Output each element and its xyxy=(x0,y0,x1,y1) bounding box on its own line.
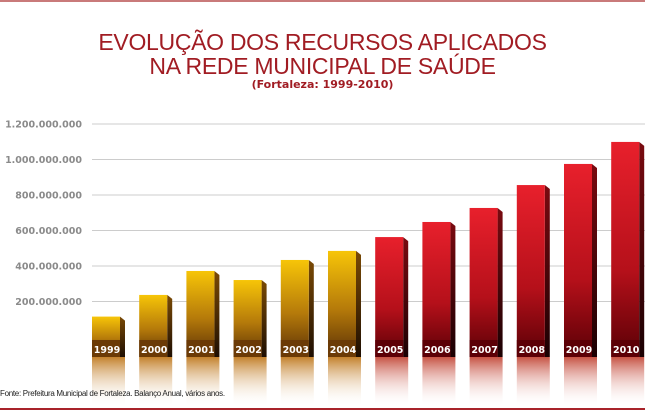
bar-front xyxy=(611,141,640,357)
bar-2008: 2008 xyxy=(516,185,550,407)
bar-label-band xyxy=(516,340,545,357)
bar-side xyxy=(356,250,361,357)
bar-front xyxy=(469,207,498,357)
bar-side xyxy=(167,294,173,357)
bar-2009: 2009 xyxy=(564,163,597,407)
x-tick-label: 2004 xyxy=(330,345,357,356)
y-tick-label: 400.000.000 xyxy=(15,262,82,273)
y-tick-label: 200.000.000 xyxy=(15,297,82,308)
bar-label-band xyxy=(469,340,498,357)
bar-side xyxy=(308,259,314,357)
y-tick-label: 600.000.000 xyxy=(15,226,82,237)
bar-reflection xyxy=(92,357,125,407)
bar-side xyxy=(261,280,267,357)
bar-side xyxy=(120,316,125,357)
x-tick-label: 2002 xyxy=(235,345,261,356)
bar-2002: 2002 xyxy=(233,280,267,407)
bar-label-band xyxy=(328,340,356,357)
bar-reflection xyxy=(611,357,645,407)
x-tick-label: 2001 xyxy=(188,345,214,356)
y-tick-label: 1.200.000.000 xyxy=(5,120,82,131)
bar-front xyxy=(516,185,545,357)
bar-label-band xyxy=(611,340,640,357)
bar-label-band xyxy=(186,340,215,357)
y-tick-label: 1.000.000.000 xyxy=(5,155,82,166)
bar-2001: 2001 xyxy=(186,270,220,407)
bar-side xyxy=(497,207,503,357)
x-tick-label: 2008 xyxy=(519,345,546,356)
bar-front xyxy=(564,163,592,357)
bar-2000: 2000 xyxy=(139,294,173,407)
x-tick-label: 2003 xyxy=(283,345,309,356)
y-tick-label: 800.000.000 xyxy=(15,191,82,202)
bar-label-band xyxy=(422,340,451,357)
chart-title-line-2: NA REDE MUNICIPAL DE SAÚDE xyxy=(149,53,496,79)
bar-reflection xyxy=(233,357,267,407)
bar-reflection xyxy=(280,357,314,407)
bar-2006: 2006 xyxy=(422,221,456,407)
bar-front xyxy=(328,250,356,357)
x-tick-label: 1999 xyxy=(94,345,120,356)
bar-2005: 2005 xyxy=(375,237,409,407)
bar-label-band xyxy=(375,340,404,357)
bar-reflection xyxy=(186,357,220,407)
bar-reflection xyxy=(422,357,456,407)
bar-reflection xyxy=(516,357,550,407)
bar-side xyxy=(403,237,409,357)
bar-reflection xyxy=(564,357,597,407)
bar-reflection xyxy=(469,357,503,407)
bar-front xyxy=(375,237,404,357)
x-tick-label: 2000 xyxy=(141,345,168,356)
bottom-border xyxy=(0,408,645,410)
bar-label-band xyxy=(280,340,309,357)
chart-subtitle: (Fortaleza: 1999-2010) xyxy=(251,78,394,91)
x-tick-label: 2007 xyxy=(471,345,497,356)
bar-label-band xyxy=(564,340,592,357)
bar-side xyxy=(592,163,597,357)
chart-title: EVOLUÇÃO DOS RECURSOS APLICADOS xyxy=(98,29,547,55)
bar-reflection xyxy=(139,357,173,407)
bar-2007: 2007 xyxy=(469,207,503,407)
x-tick-label: 2009 xyxy=(566,345,592,356)
bar-reflection xyxy=(375,357,409,407)
bar-2003: 2003 xyxy=(280,259,314,407)
bar-2004: 2004 xyxy=(328,250,361,407)
x-tick-label: 2010 xyxy=(613,345,640,356)
bar-label-band xyxy=(139,340,168,357)
bar-2010: 2010 xyxy=(611,141,645,407)
source-note: Fonte: Prefeitura Municipal de Fortaleza… xyxy=(0,389,225,398)
bar-reflection xyxy=(328,357,361,407)
bar-front xyxy=(422,221,451,357)
bar-label-band xyxy=(92,340,120,357)
bar-label-band xyxy=(233,340,262,357)
x-tick-label: 2006 xyxy=(424,345,451,356)
bar-1999: 1999 xyxy=(92,316,125,407)
x-tick-label: 2005 xyxy=(377,345,403,356)
bar-side xyxy=(450,221,456,357)
bar-side xyxy=(544,185,550,357)
bar-side xyxy=(639,141,645,357)
top-border xyxy=(0,0,645,2)
bar-side xyxy=(214,270,220,357)
